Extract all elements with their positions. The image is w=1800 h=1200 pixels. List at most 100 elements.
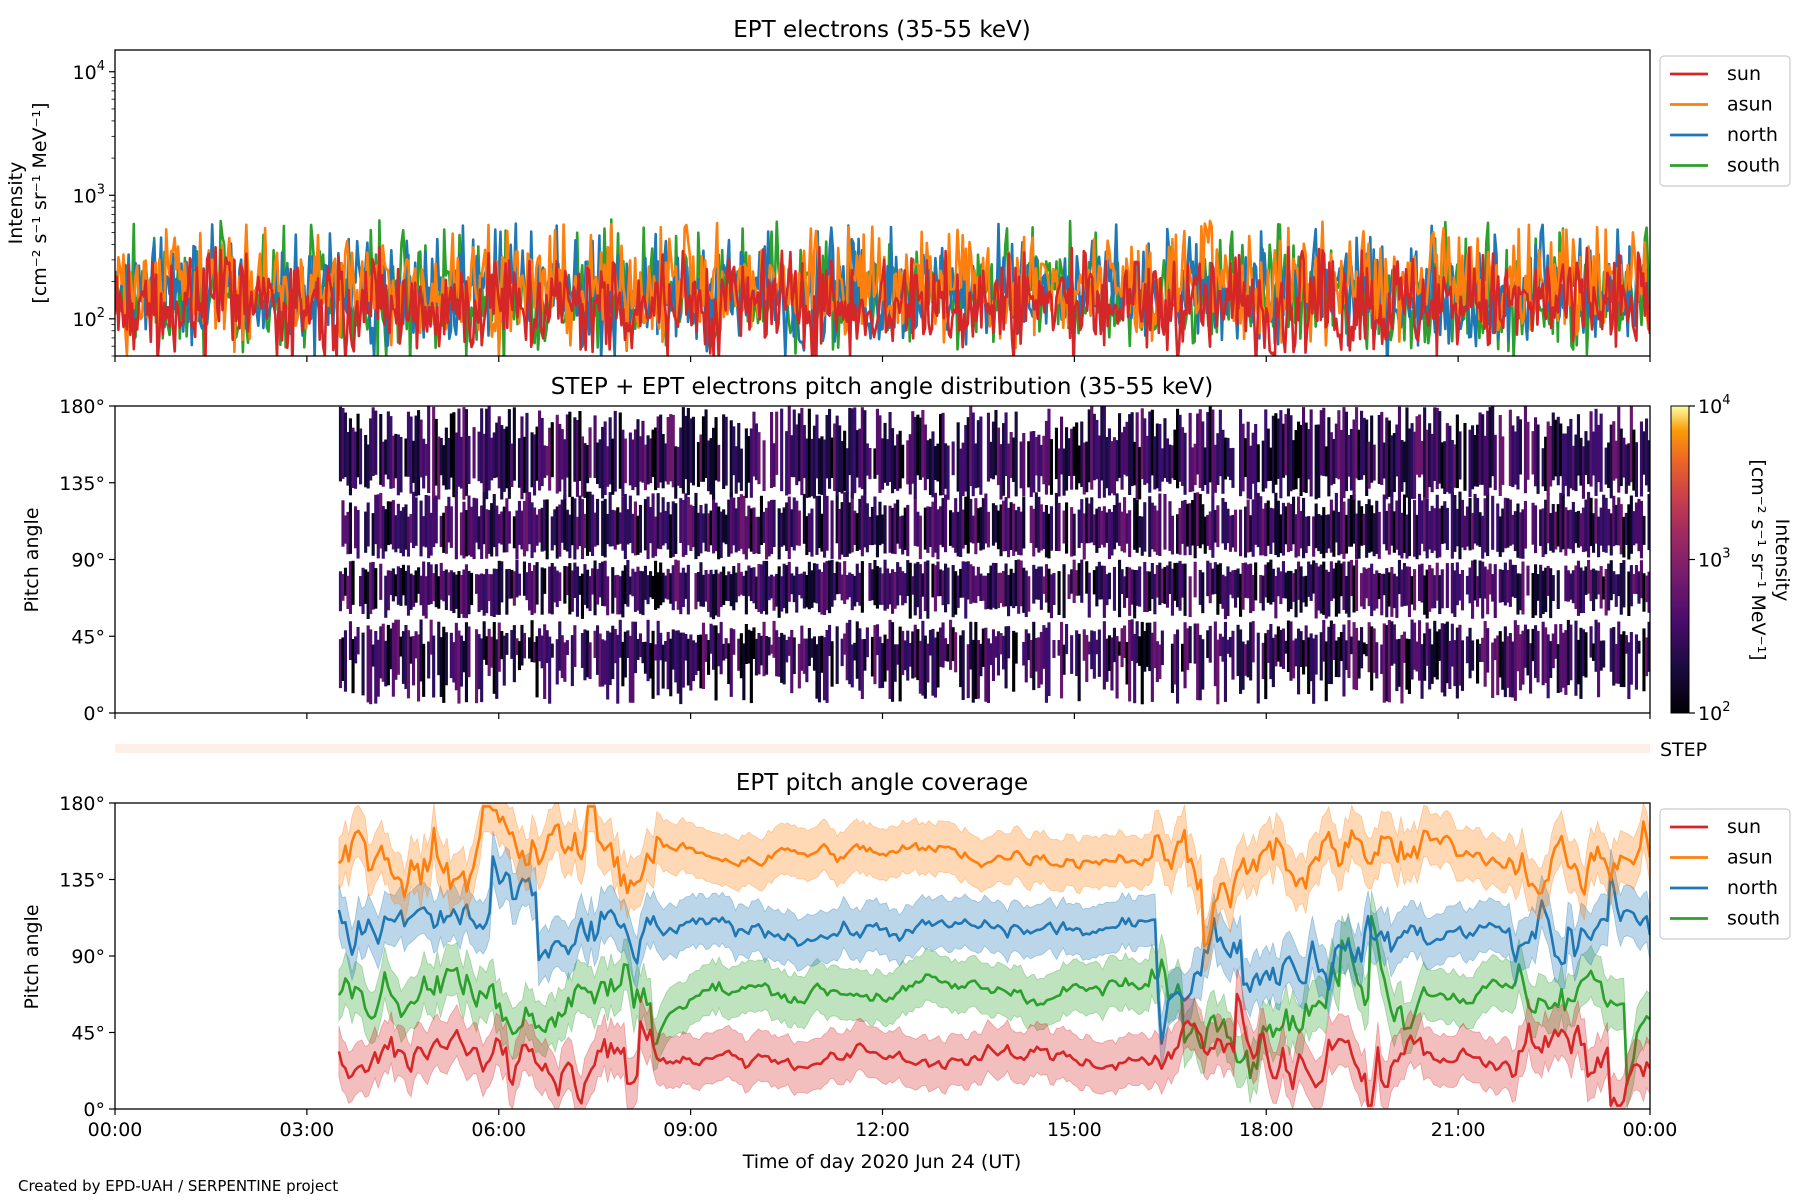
pad-cell — [417, 634, 421, 702]
pad-cell — [354, 636, 358, 664]
pad-cell — [548, 636, 552, 704]
pad-cell — [570, 635, 574, 687]
pad-cell — [356, 627, 360, 655]
pad-cell — [391, 500, 395, 550]
pad-cell — [1488, 407, 1492, 488]
pad-cell — [1428, 511, 1432, 550]
pad-cell — [891, 428, 895, 494]
pad-cell — [505, 569, 509, 615]
pad-cell — [558, 572, 562, 601]
pad-cell — [1082, 442, 1086, 495]
pad-cell — [1228, 448, 1233, 481]
pad-cell — [1312, 516, 1316, 557]
pad-cell — [939, 569, 943, 597]
pad-cell — [747, 565, 751, 597]
pad-cell — [656, 493, 660, 549]
pad-cell — [1382, 623, 1386, 703]
pad-cell — [1428, 564, 1432, 612]
pad-cell — [686, 638, 690, 686]
pad-cell — [598, 439, 602, 489]
pad-cell — [1587, 491, 1591, 558]
pad-cell — [825, 415, 829, 479]
pad-cell — [828, 624, 832, 656]
pad-cell — [1450, 440, 1454, 497]
pad-cell — [986, 638, 991, 703]
pad-cell — [528, 492, 532, 545]
pad-cell — [1465, 575, 1470, 595]
pad-cell — [903, 507, 907, 550]
pad-cell — [717, 444, 721, 482]
pad-cell — [654, 644, 658, 661]
pad-cell — [996, 427, 1001, 486]
pad-cell — [1125, 642, 1129, 685]
pad-cell — [1138, 446, 1142, 500]
pad-cell — [497, 560, 501, 615]
pad-cell — [366, 571, 370, 619]
pad-cell — [1407, 428, 1412, 498]
pad-cell — [1097, 629, 1101, 677]
pad-cell — [1276, 626, 1280, 662]
pad-cell — [1561, 433, 1565, 496]
pad-cell — [502, 428, 506, 492]
pad-cell — [1531, 431, 1535, 475]
pad-cell — [1102, 565, 1106, 618]
pad-cell — [994, 505, 998, 543]
pad-cell — [492, 568, 496, 617]
pad-cell — [1493, 434, 1497, 491]
pad-cell — [528, 562, 532, 611]
pad-cell — [1569, 624, 1573, 681]
pad-cell — [404, 625, 408, 689]
pad-cell — [1271, 637, 1275, 688]
pad-cell — [1395, 500, 1399, 550]
pad-cell — [618, 512, 622, 544]
pad-cell — [1118, 502, 1122, 546]
pad-cell — [1279, 514, 1283, 554]
pad-cell — [878, 501, 882, 546]
pad-cell — [1266, 629, 1270, 663]
pad-cell — [1491, 574, 1495, 602]
pad-cell — [623, 565, 627, 605]
pad-cell — [901, 515, 905, 555]
pad-cell — [1218, 409, 1222, 477]
pad-cell — [621, 496, 625, 551]
pad-cell — [1571, 570, 1575, 604]
pad-cell — [976, 508, 980, 543]
pad-cell — [1062, 510, 1066, 544]
pad-cell — [1007, 575, 1011, 617]
pad-cell — [732, 566, 736, 611]
pad-cell — [477, 634, 481, 690]
pad-cell — [926, 440, 930, 480]
pad-cell — [525, 491, 529, 552]
pad-cell — [815, 414, 819, 479]
pad-cell — [1473, 435, 1477, 487]
pad-cell — [1455, 508, 1459, 547]
pad-cell — [1216, 505, 1220, 548]
pad-cell — [921, 620, 925, 696]
pad-cell — [684, 493, 688, 555]
pad-cell — [1430, 433, 1434, 493]
pad-cell — [1047, 408, 1051, 486]
pad-cell — [971, 639, 975, 703]
pad-cell — [825, 560, 829, 611]
pad-cell — [1176, 629, 1180, 704]
pad-cell — [1438, 629, 1442, 661]
pad-cell — [1592, 513, 1596, 553]
pad-cell — [1592, 568, 1596, 611]
pad-cell — [928, 438, 933, 495]
pad-cell — [1370, 415, 1374, 483]
pad-cell — [727, 643, 731, 685]
pad-cell — [923, 507, 927, 550]
pad-cell — [1541, 508, 1545, 557]
pad-cell — [1208, 625, 1212, 663]
pad-cell — [497, 622, 501, 672]
pad-cell — [1107, 572, 1112, 600]
pad-cell — [1365, 419, 1369, 496]
pad-cell — [722, 509, 726, 543]
pad-cell — [772, 576, 776, 611]
pad-cell — [1289, 621, 1293, 681]
pad-cell — [1324, 641, 1328, 702]
pad-cell — [621, 429, 625, 497]
pad-cell — [500, 425, 504, 500]
pad-cell — [1170, 515, 1175, 555]
pad-cell — [467, 626, 471, 678]
